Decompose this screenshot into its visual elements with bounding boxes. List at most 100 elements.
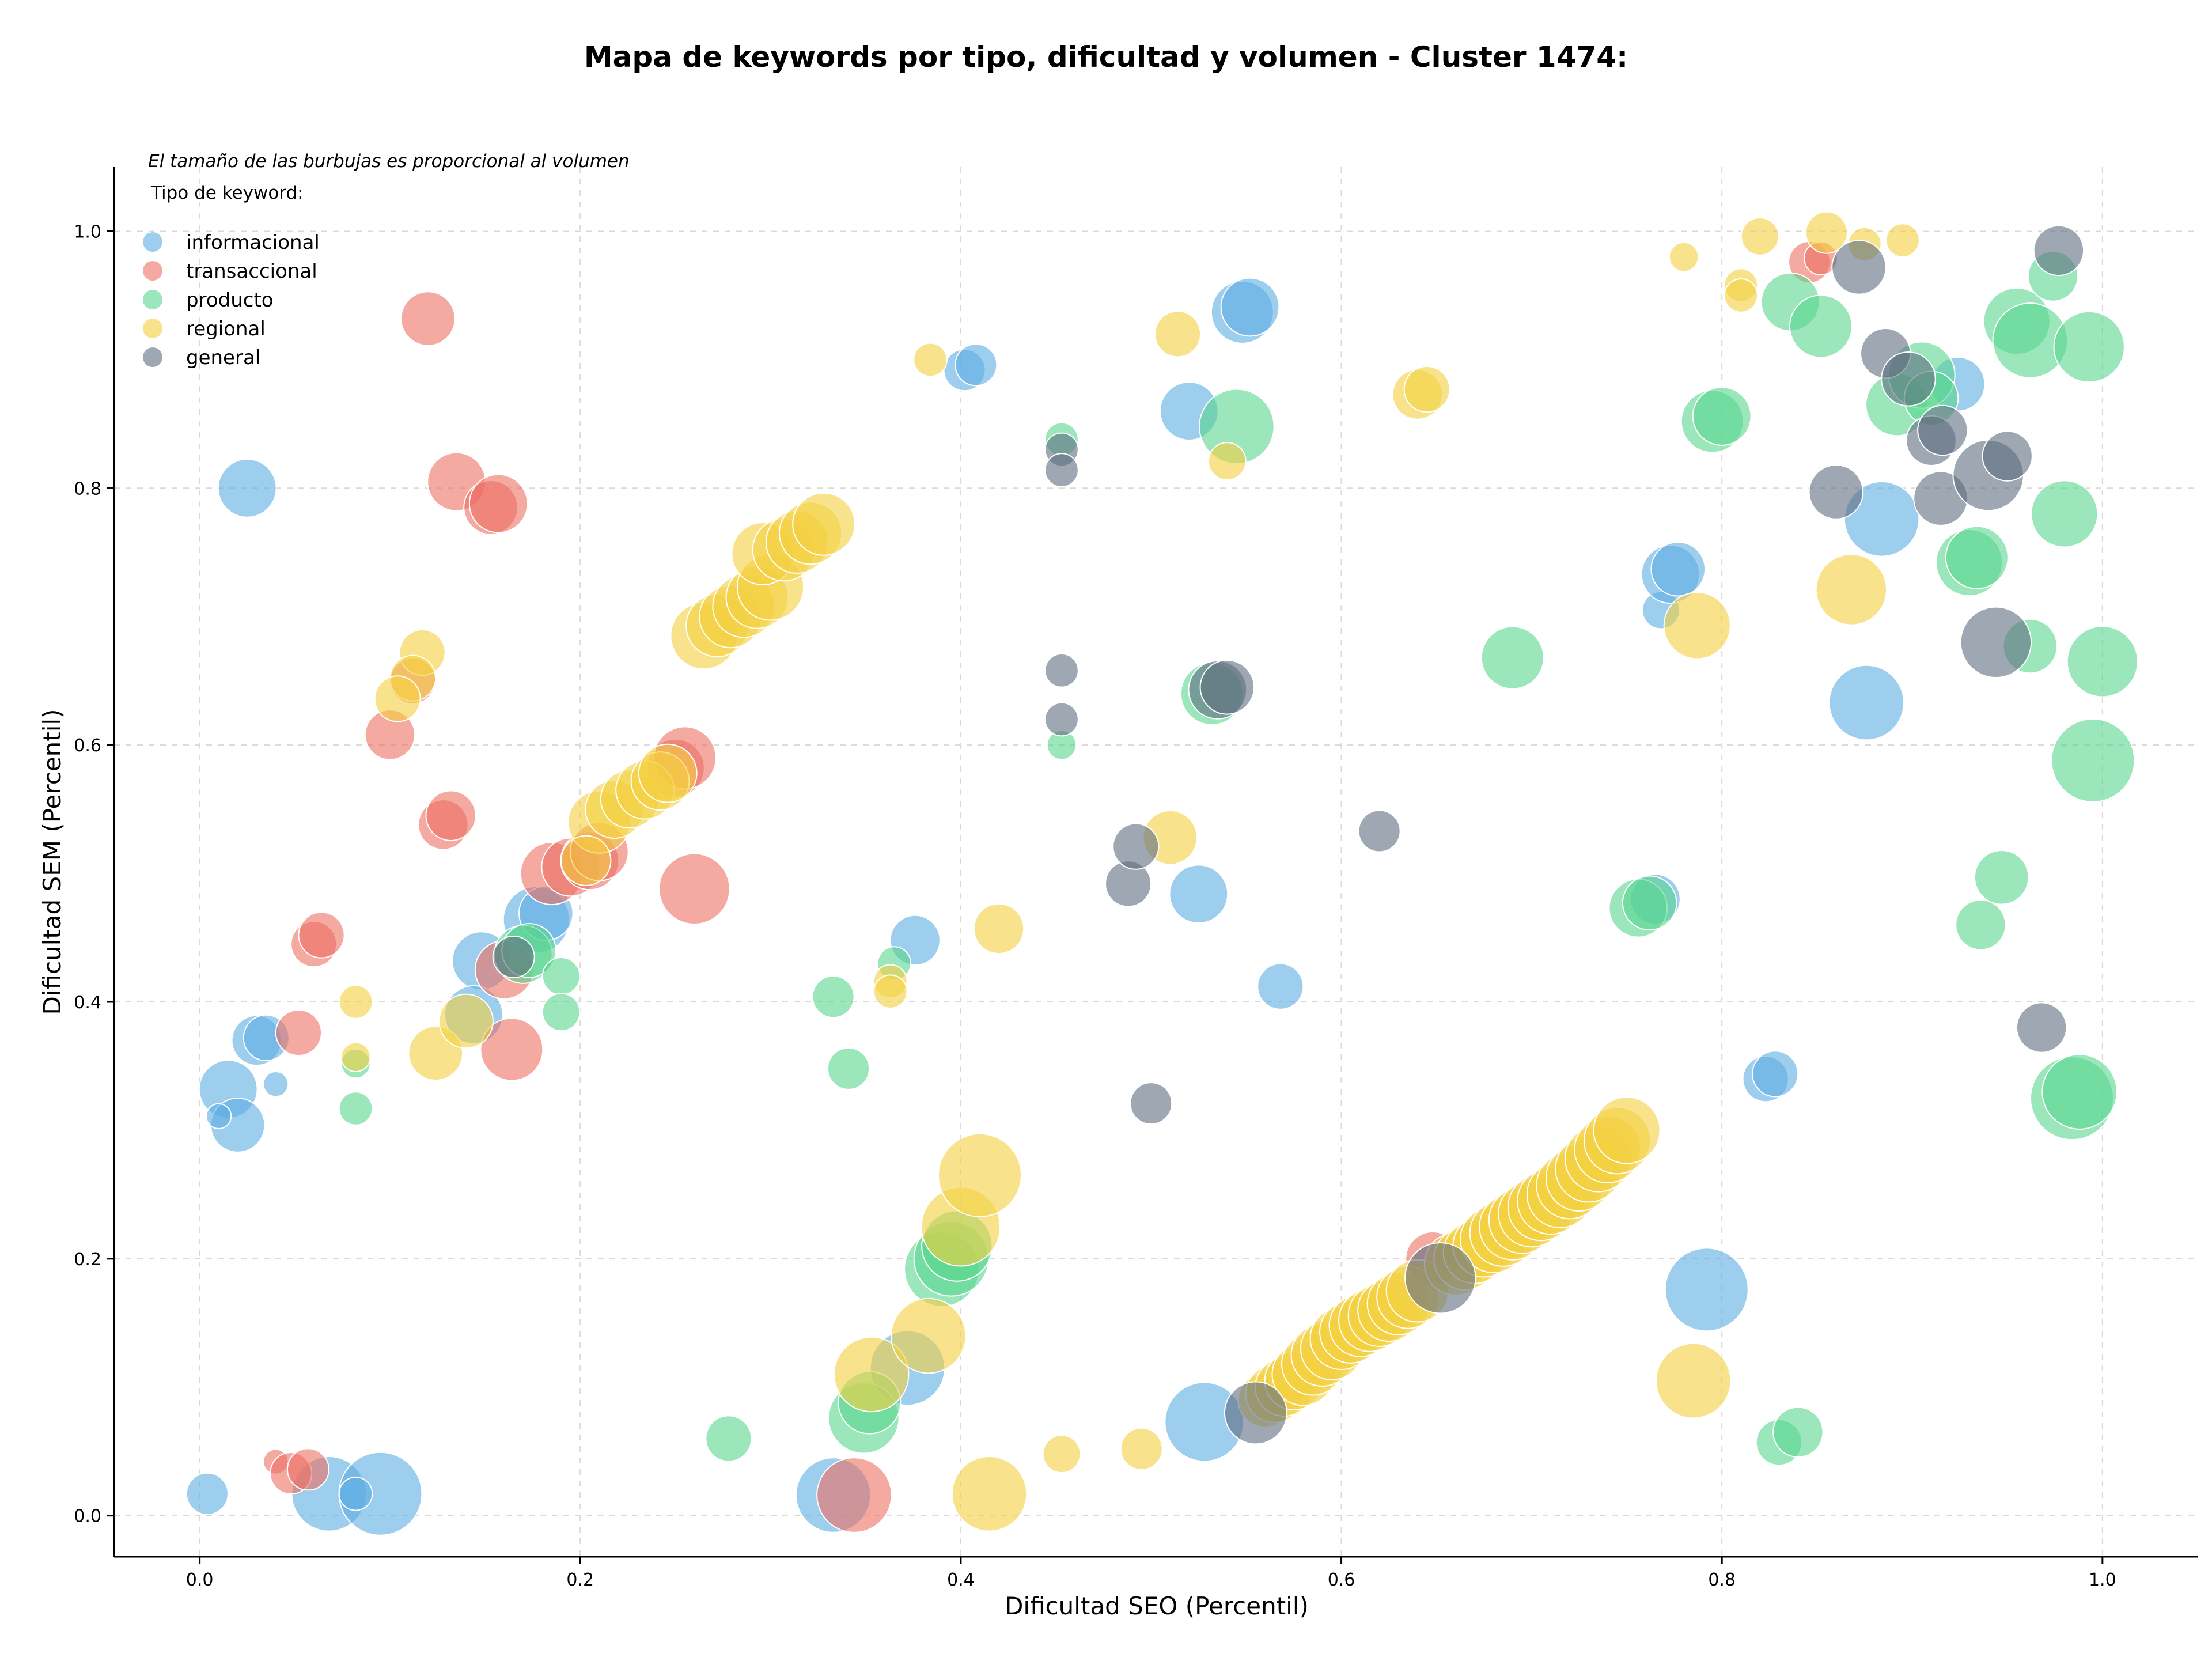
y-tick-label: 1.0	[74, 222, 101, 242]
bubble-regional	[1120, 1427, 1163, 1470]
bubble-general	[1044, 453, 1079, 487]
bubble-general	[1130, 1082, 1173, 1125]
y-tick-label: 0.6	[74, 736, 101, 756]
bubble-informacional	[1664, 1247, 1749, 1332]
y-tick-label: 0.4	[74, 993, 101, 1013]
bubble-informacional	[1650, 541, 1706, 597]
bubble-regional	[873, 974, 908, 1009]
x-tick-label: 1.0	[2089, 1570, 2116, 1590]
x-tick-label: 0.0	[186, 1570, 214, 1590]
bubble-regional	[1154, 311, 1202, 358]
x-tick-label: 0.2	[566, 1570, 594, 1590]
bubble-informacional	[1752, 1050, 1799, 1098]
data-points	[185, 211, 2139, 1536]
series-general	[492, 225, 2085, 1445]
legend-marker-general	[143, 347, 162, 367]
bubble-producto	[2031, 480, 2099, 548]
bubble-general	[1982, 430, 2033, 482]
bubble-general	[1358, 809, 1401, 853]
bubble-regional	[937, 1133, 1022, 1217]
bubble-general	[1808, 464, 1864, 520]
bubble-regional	[374, 675, 421, 722]
legend-marker-producto	[143, 290, 162, 309]
bubble-producto	[2053, 311, 2125, 383]
bubble-informacional	[217, 458, 277, 518]
bubble-regional	[560, 835, 612, 886]
legend-label-regional: regional	[186, 317, 266, 340]
legend-label-producto: producto	[186, 289, 274, 312]
x-axis-label: Dificultad SEO (Percentil)	[1005, 1592, 1309, 1620]
x-tick-label: 0.8	[1708, 1570, 1736, 1590]
bubble-informacional	[185, 1472, 229, 1515]
bubble-general	[1199, 660, 1255, 715]
bubble-regional	[890, 1297, 967, 1374]
legend-label-informacional: informacional	[186, 231, 320, 254]
bubble-informacional	[206, 1103, 232, 1129]
bubble-regional	[1668, 241, 1699, 273]
y-axis-label: Dificultad SEM (Percentil)	[38, 709, 66, 1015]
bubble-general	[1960, 606, 2032, 679]
series-regional	[338, 211, 1920, 1532]
legend-label-general: general	[186, 346, 260, 369]
bubble-producto	[1772, 1406, 1824, 1458]
bubble-transaccional	[816, 1457, 892, 1533]
bubble-producto	[705, 1415, 752, 1462]
bubble-regional	[913, 342, 948, 377]
bubble-regional	[1207, 442, 1247, 480]
bubble-regional	[1042, 1435, 1081, 1474]
legend-label-transaccional: transaccional	[186, 260, 317, 283]
bubble-informacional	[338, 1476, 373, 1511]
y-tick-label: 0.8	[74, 479, 101, 499]
bubble-informacional	[263, 1071, 289, 1098]
bubble-transaccional	[658, 853, 730, 925]
x-tick-label: 0.6	[1328, 1570, 1355, 1590]
bubble-general	[1881, 351, 1936, 407]
y-tick-label: 0.2	[74, 1250, 101, 1270]
bubble-informacional	[1220, 277, 1280, 337]
bubble-general	[1044, 653, 1079, 688]
y-axis-ticks: 0.0 0.2 0.4 0.6 0.8 1.0	[74, 222, 114, 1527]
bubble-general	[1044, 702, 1079, 737]
y-tick-label: 0.0	[74, 1507, 101, 1527]
bubble-producto	[541, 956, 581, 996]
bubble-regional	[973, 903, 1025, 955]
bubble-general	[2033, 225, 2085, 277]
legend-marker-regional	[143, 319, 162, 338]
bubble-transaccional	[298, 911, 345, 959]
bubble-regional	[438, 993, 494, 1049]
bubble-informacional	[955, 343, 998, 387]
bubble-producto	[1945, 525, 2009, 589]
bubble-informacional	[1169, 864, 1229, 924]
legend-marker-informacional	[143, 232, 162, 252]
bubble-general	[1404, 1242, 1476, 1314]
bubble-general	[1112, 823, 1160, 870]
bubble-size-note: El tamaño de las burbujas es proporciona…	[148, 151, 630, 172]
series-informacional	[185, 277, 1986, 1536]
bubble-regional	[1724, 278, 1759, 313]
bubble-producto	[812, 975, 855, 1019]
bubble-general	[1831, 240, 1887, 295]
bubble-producto	[1480, 626, 1544, 690]
bubble-producto	[1692, 387, 1752, 446]
legend: informacional transaccional producto region…	[143, 231, 320, 369]
x-axis-ticks: 0.0 0.2 0.4 0.6 0.8 1.0	[186, 1557, 2116, 1590]
bubble-transaccional	[425, 790, 476, 841]
bubble-regional	[1885, 223, 1920, 258]
bubble-regional	[340, 1042, 371, 1073]
bubble-transaccional	[400, 291, 456, 346]
bubble-regional	[1655, 1342, 1732, 1419]
bubble-transaccional	[286, 1448, 329, 1491]
legend-title: Tipo de keyword:	[150, 183, 304, 203]
legend-marker-transaccional	[143, 261, 162, 281]
bubble-informacional	[1828, 664, 1905, 741]
bubble-producto	[1955, 899, 2006, 951]
bubble-transaccional	[480, 1017, 544, 1081]
bubble-transaccional	[275, 1009, 323, 1057]
bubble-producto	[541, 993, 581, 1032]
bubble-regional	[1815, 554, 1888, 626]
bubble-regional	[951, 1455, 1028, 1532]
bubble-general	[492, 935, 535, 978]
bubble-regional	[338, 985, 373, 1019]
bubble-informacional	[1843, 481, 1920, 557]
bubble-regional	[1663, 592, 1731, 660]
